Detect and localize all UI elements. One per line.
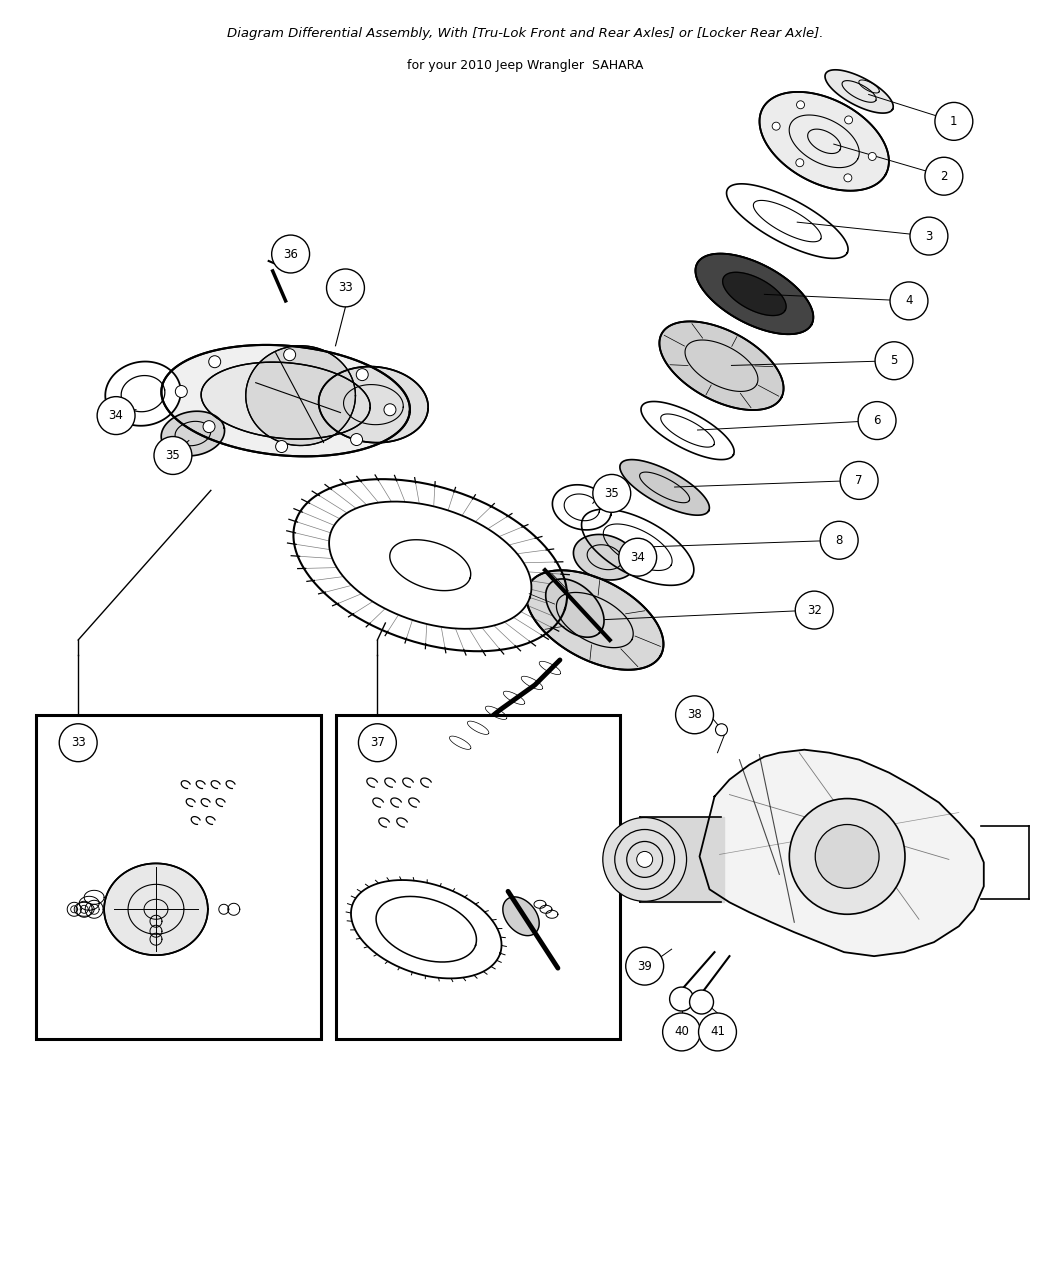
Polygon shape [246,346,356,445]
Text: 6: 6 [874,414,881,427]
Polygon shape [699,750,984,956]
Polygon shape [293,479,567,652]
Polygon shape [162,346,410,456]
Polygon shape [552,484,611,530]
Text: 38: 38 [687,709,702,722]
Circle shape [59,724,98,761]
Circle shape [795,592,834,629]
Polygon shape [329,501,531,629]
Polygon shape [526,570,664,669]
Text: 35: 35 [166,449,181,462]
Circle shape [910,217,948,255]
Circle shape [272,235,310,273]
Circle shape [796,158,804,167]
Polygon shape [582,509,694,585]
Text: 8: 8 [836,534,843,547]
Text: 37: 37 [370,736,385,750]
Polygon shape [318,366,428,442]
Text: Diagram Differential Assembly, With [Tru-Lok Front and Rear Axles] or [Locker Re: Diagram Differential Assembly, With [Tru… [227,27,823,40]
Circle shape [815,825,879,889]
Circle shape [925,157,963,195]
Circle shape [154,436,192,474]
Text: 35: 35 [605,487,620,500]
Polygon shape [573,534,636,580]
Circle shape [670,987,694,1011]
Polygon shape [503,896,540,936]
Circle shape [675,696,714,733]
Polygon shape [162,412,225,456]
Polygon shape [825,70,894,113]
Polygon shape [202,362,371,439]
Text: 1: 1 [950,115,958,128]
Circle shape [890,282,928,320]
Polygon shape [376,896,477,963]
Text: 2: 2 [940,170,948,182]
Polygon shape [620,459,710,515]
Polygon shape [105,362,181,426]
Circle shape [636,852,653,867]
Circle shape [690,991,714,1014]
Circle shape [790,798,905,914]
Text: 5: 5 [890,354,898,367]
Text: 36: 36 [284,247,298,260]
Polygon shape [546,579,604,638]
Circle shape [844,116,853,124]
Circle shape [934,102,972,140]
Polygon shape [640,402,734,459]
Text: 7: 7 [856,474,863,487]
Circle shape [203,421,215,432]
Text: 34: 34 [630,551,645,564]
Circle shape [593,474,631,513]
Circle shape [614,830,674,890]
Circle shape [284,349,296,361]
Circle shape [698,1014,736,1051]
Polygon shape [104,863,208,955]
Polygon shape [722,273,786,315]
Text: 33: 33 [70,736,85,750]
Text: 40: 40 [674,1025,689,1038]
Circle shape [603,817,687,901]
Circle shape [868,153,877,161]
Circle shape [626,947,664,986]
Circle shape [358,724,396,761]
Circle shape [327,269,364,307]
Text: 34: 34 [108,409,124,422]
Circle shape [858,402,896,440]
Circle shape [384,404,396,416]
Circle shape [98,397,135,435]
Circle shape [276,441,288,453]
Circle shape [175,385,187,398]
Polygon shape [727,184,848,259]
Circle shape [351,434,362,445]
Text: 41: 41 [710,1025,724,1038]
Circle shape [820,521,858,560]
Polygon shape [695,254,814,334]
Text: 32: 32 [806,603,822,617]
Circle shape [840,462,878,500]
Text: for your 2010 Jeep Wrangler  SAHARA: for your 2010 Jeep Wrangler SAHARA [406,59,644,71]
Circle shape [663,1014,700,1051]
Polygon shape [659,321,783,411]
Circle shape [844,173,852,182]
Polygon shape [759,92,889,191]
Circle shape [875,342,912,380]
Text: 3: 3 [925,230,932,242]
Polygon shape [351,880,502,978]
Circle shape [618,538,656,576]
Text: 33: 33 [338,282,353,295]
Text: 4: 4 [905,295,912,307]
Circle shape [797,101,804,108]
Circle shape [772,122,780,130]
Circle shape [356,368,369,381]
FancyBboxPatch shape [336,715,620,1039]
Text: 39: 39 [637,960,652,973]
Circle shape [715,724,728,736]
Circle shape [209,356,220,367]
FancyBboxPatch shape [37,715,320,1039]
Circle shape [627,842,663,877]
